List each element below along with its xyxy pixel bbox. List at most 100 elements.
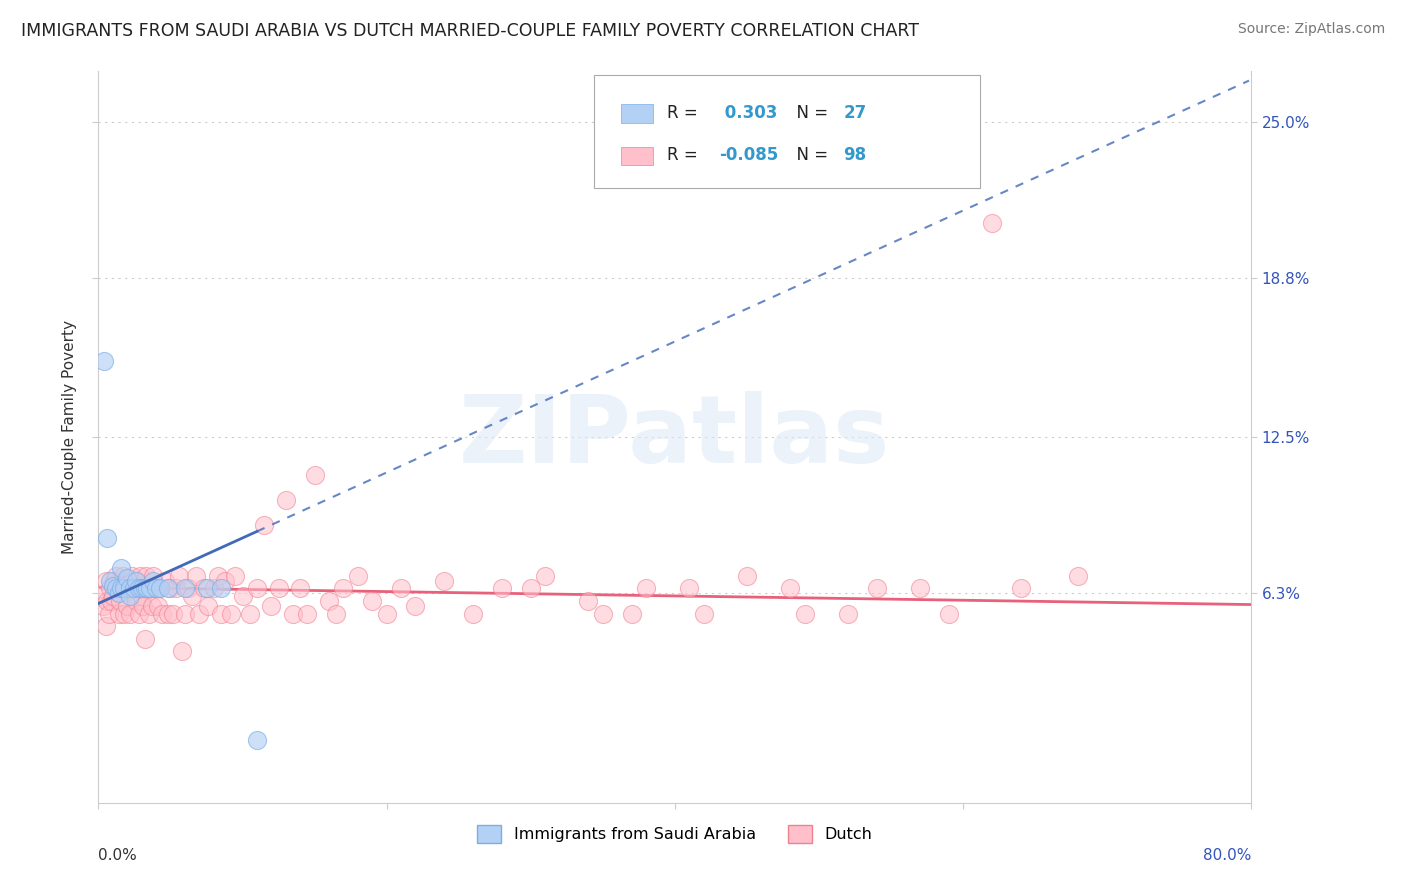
Point xyxy=(124,582,146,596)
Point xyxy=(197,599,219,613)
Point xyxy=(239,607,262,621)
Point xyxy=(1010,582,1032,596)
Point xyxy=(167,569,190,583)
Point xyxy=(136,582,159,596)
Y-axis label: Married-Couple Family Poverty: Married-Couple Family Poverty xyxy=(62,320,77,554)
Point xyxy=(132,599,155,613)
Point xyxy=(246,582,269,596)
Point xyxy=(165,582,187,596)
Point xyxy=(678,582,700,596)
Point xyxy=(1067,569,1090,583)
Text: 27: 27 xyxy=(844,103,866,121)
Point xyxy=(96,531,118,545)
Point xyxy=(138,607,160,621)
FancyBboxPatch shape xyxy=(620,104,652,123)
Point xyxy=(142,574,165,588)
Point xyxy=(908,582,931,596)
Point xyxy=(253,518,276,533)
Point xyxy=(153,574,176,588)
Point xyxy=(202,582,225,596)
Point xyxy=(139,582,162,596)
Point xyxy=(120,607,142,621)
Point xyxy=(491,582,513,596)
Point xyxy=(101,589,124,603)
Point xyxy=(195,582,218,596)
Point xyxy=(214,574,236,588)
FancyBboxPatch shape xyxy=(595,75,980,188)
Point xyxy=(110,582,132,596)
Point xyxy=(148,582,170,596)
Point xyxy=(120,582,142,596)
Point xyxy=(107,586,129,600)
Point xyxy=(170,644,193,658)
Point xyxy=(636,582,658,596)
Point xyxy=(96,594,118,608)
Point xyxy=(177,582,200,596)
Point xyxy=(91,599,114,613)
Point xyxy=(104,569,127,583)
Point xyxy=(520,582,543,596)
Point xyxy=(100,594,122,608)
Point xyxy=(231,589,254,603)
Point xyxy=(318,594,340,608)
Point xyxy=(134,632,156,646)
Text: 80.0%: 80.0% xyxy=(1204,848,1251,863)
Point xyxy=(114,582,136,596)
FancyBboxPatch shape xyxy=(620,147,652,165)
Text: R =: R = xyxy=(666,103,703,121)
Point xyxy=(267,582,290,596)
Point xyxy=(260,599,283,613)
Point xyxy=(219,607,242,621)
Point xyxy=(156,607,179,621)
Point xyxy=(111,569,134,583)
Point xyxy=(98,574,121,588)
Point xyxy=(146,599,169,613)
Point xyxy=(290,582,312,596)
Text: N =: N = xyxy=(786,103,832,121)
Point xyxy=(110,561,132,575)
Point xyxy=(188,607,211,621)
Point xyxy=(375,607,398,621)
Point xyxy=(433,574,456,588)
Point xyxy=(693,607,716,621)
Point xyxy=(128,607,150,621)
Point xyxy=(981,216,1004,230)
Point xyxy=(735,569,758,583)
Point xyxy=(145,582,167,596)
Point xyxy=(207,569,229,583)
Point xyxy=(174,582,197,596)
Point xyxy=(131,582,153,596)
Point xyxy=(94,619,117,633)
Point xyxy=(246,732,269,747)
Text: 98: 98 xyxy=(844,146,866,164)
Point xyxy=(159,582,181,596)
Point xyxy=(93,354,115,368)
Point xyxy=(104,582,127,596)
Point xyxy=(186,569,208,583)
Point xyxy=(209,607,232,621)
Point xyxy=(592,607,614,621)
Point xyxy=(578,594,600,608)
Point xyxy=(162,607,184,621)
Point xyxy=(837,607,859,621)
Point xyxy=(332,582,354,596)
Point xyxy=(779,582,801,596)
Point xyxy=(620,607,643,621)
Text: -0.085: -0.085 xyxy=(718,146,778,164)
Point xyxy=(127,574,149,588)
Text: IMMIGRANTS FROM SAUDI ARABIA VS DUTCH MARRIED-COUPLE FAMILY POVERTY CORRELATION : IMMIGRANTS FROM SAUDI ARABIA VS DUTCH MA… xyxy=(21,22,920,40)
Point xyxy=(107,607,129,621)
Point xyxy=(94,574,117,588)
Point xyxy=(174,607,197,621)
Point xyxy=(135,569,157,583)
Point xyxy=(108,594,131,608)
Point xyxy=(150,607,173,621)
Text: R =: R = xyxy=(666,146,703,164)
Point xyxy=(129,569,152,583)
Point xyxy=(145,582,167,596)
Text: ZIPatlas: ZIPatlas xyxy=(460,391,890,483)
Text: 0.0%: 0.0% xyxy=(98,848,138,863)
Text: 0.303: 0.303 xyxy=(718,103,778,121)
Point xyxy=(139,582,162,596)
Point xyxy=(112,582,135,596)
